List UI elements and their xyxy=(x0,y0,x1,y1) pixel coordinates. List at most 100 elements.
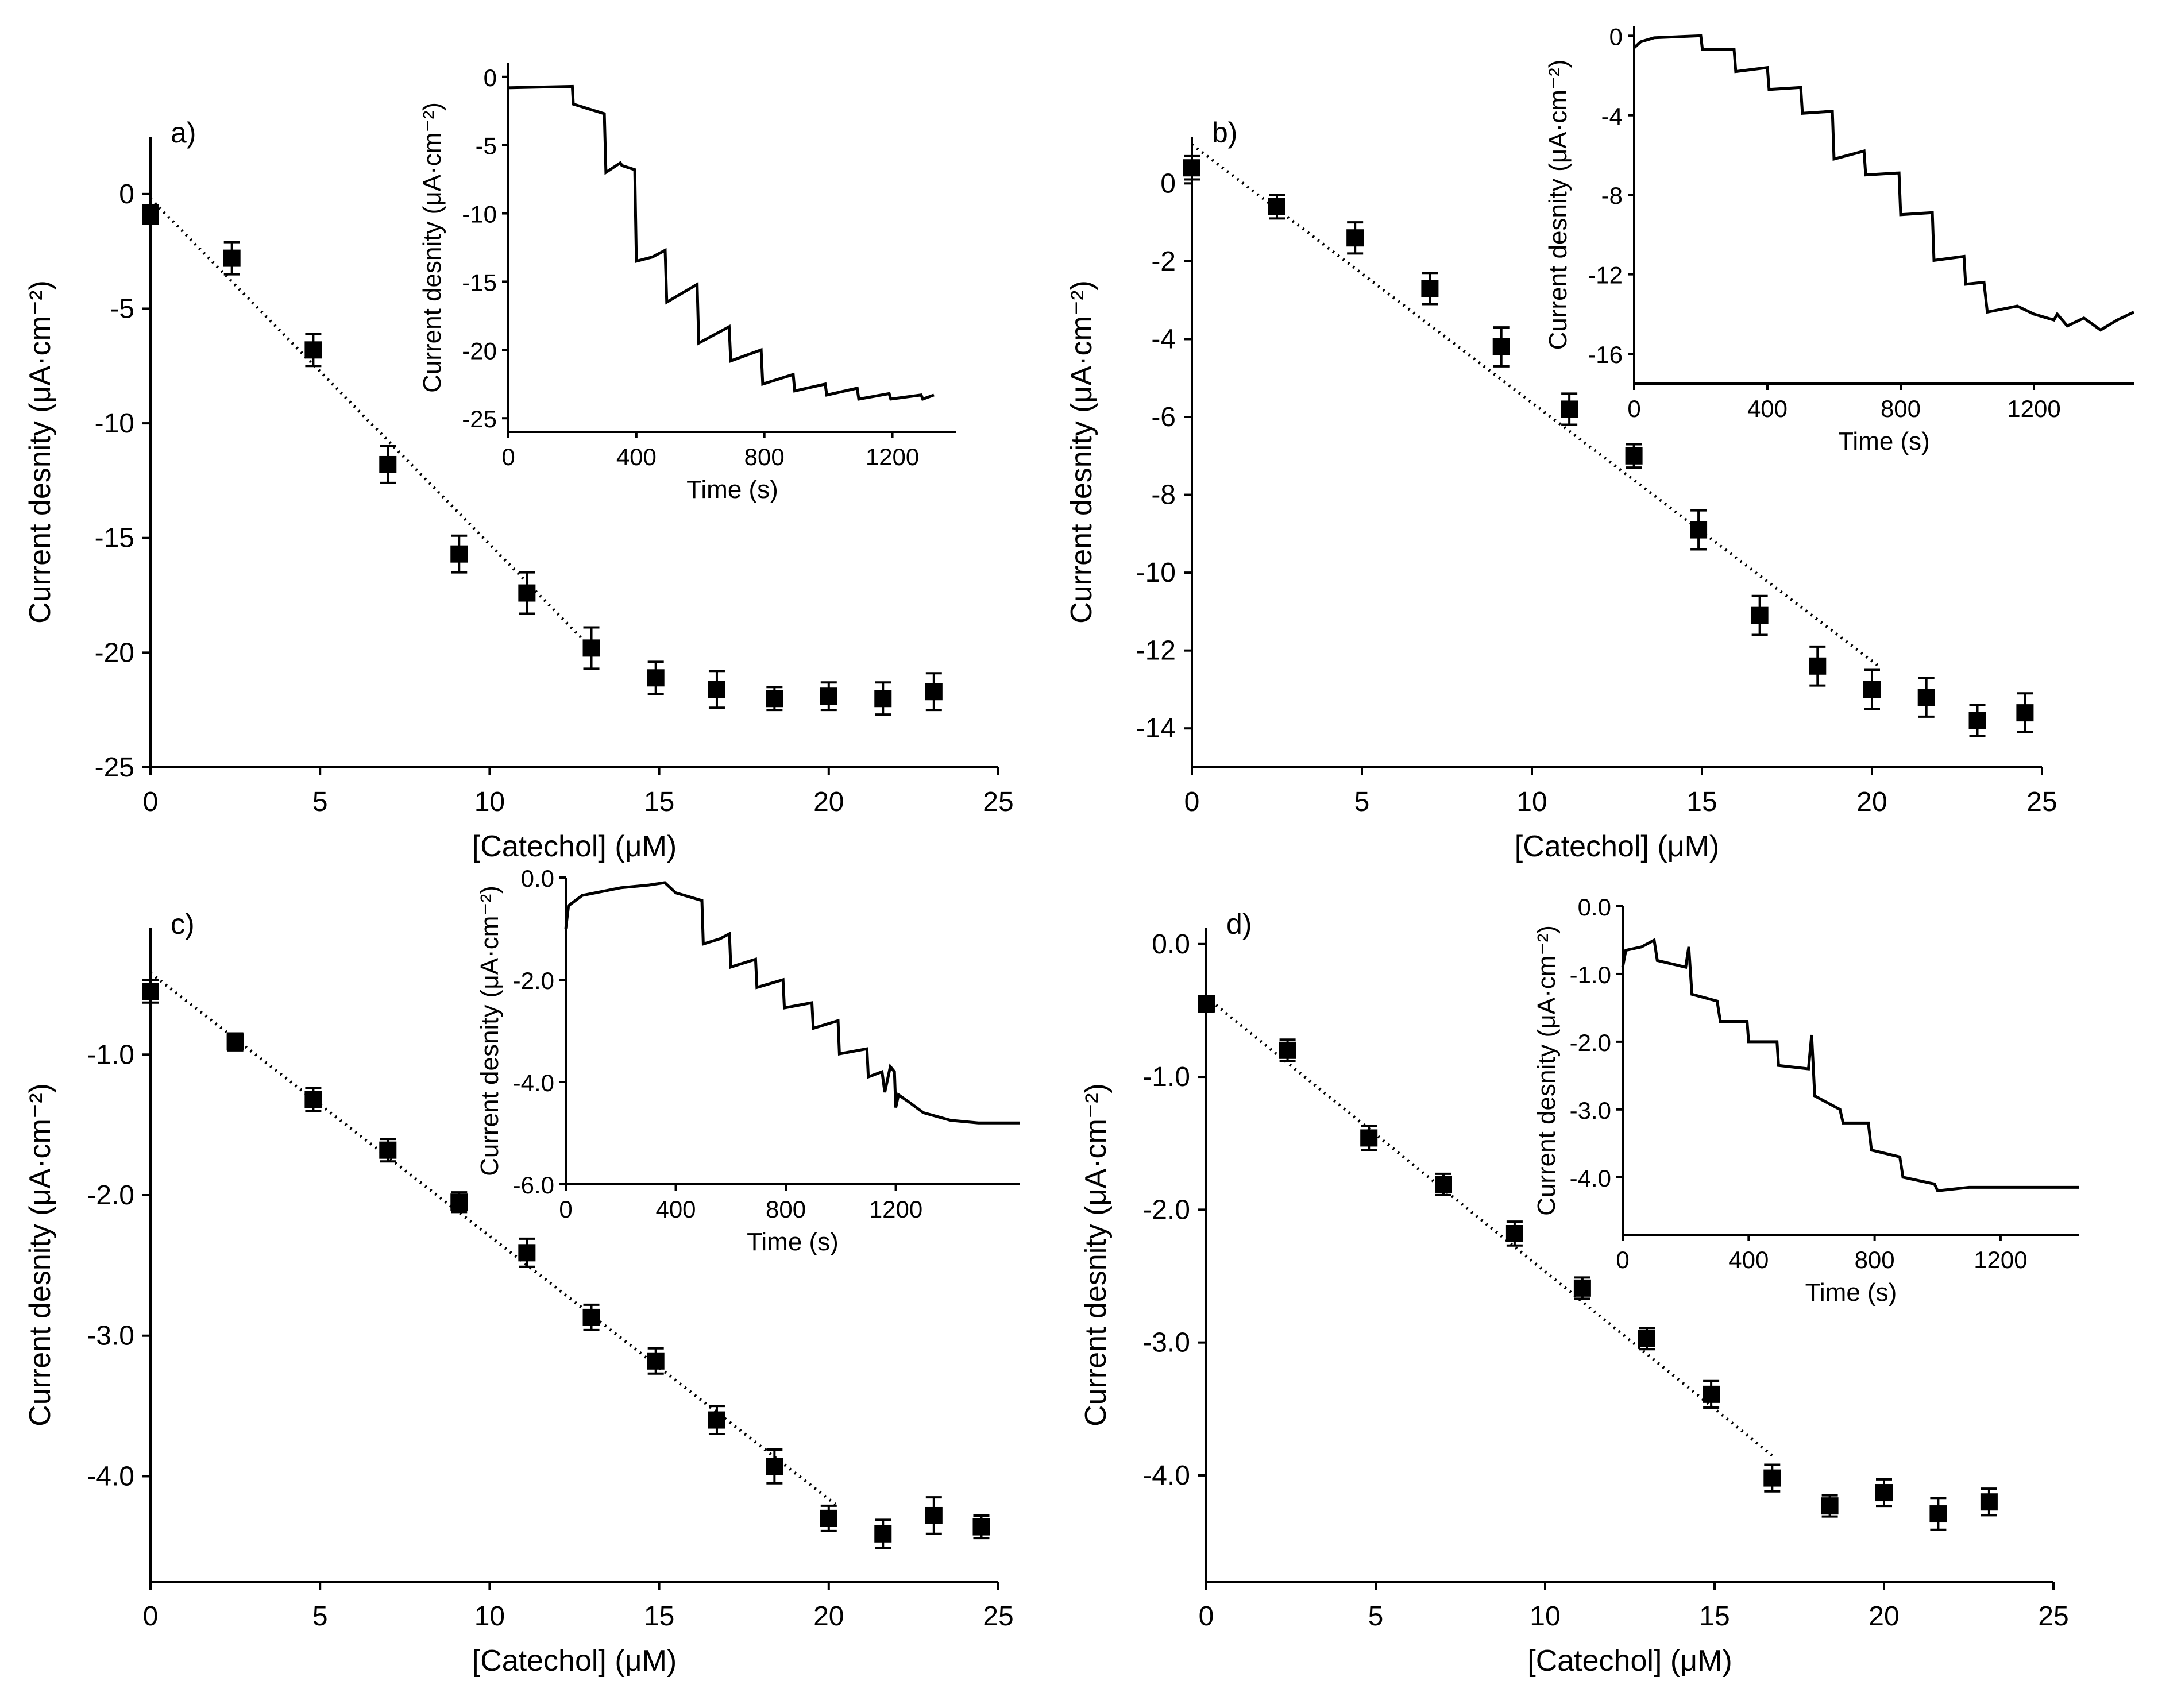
y-tick-label: -5 xyxy=(110,293,134,324)
data-point xyxy=(223,249,241,267)
x-tick-label: 20 xyxy=(1856,787,1887,817)
y-tick-label: -1.0 xyxy=(87,1040,134,1070)
data-point xyxy=(1198,995,1215,1013)
data-point xyxy=(1573,1279,1591,1297)
data-point xyxy=(226,1033,244,1051)
x-tick-label: 15 xyxy=(644,1601,674,1632)
y-tick-label: -20 xyxy=(95,637,134,668)
x-tick-label: 800 xyxy=(1881,395,1921,422)
x-tick-label: 400 xyxy=(1747,395,1788,422)
y-tick-label: 0.0 xyxy=(521,865,554,892)
data-point xyxy=(1763,1469,1781,1487)
inset-chart: 0 400 800 1200 0.0 -1.0 -2.0 -3.0 -4.0 Time (s) Cu… xyxy=(1532,894,2079,1307)
y-tick-label: -2.0 xyxy=(513,967,554,994)
y-tick-label: -8 xyxy=(1151,480,1176,511)
x-tick-label: 0 xyxy=(1627,395,1640,422)
x-tick-label: 20 xyxy=(813,787,844,817)
data-point xyxy=(379,1141,397,1159)
inset-y-axis-label: Current desnity (μA·cm⁻²) xyxy=(1544,60,1572,350)
y-axis-label: Current desnity (μA·cm⁻²) xyxy=(1079,1083,1113,1427)
x-axis-label: [Catechol] (μM) xyxy=(1515,830,1719,863)
data-point xyxy=(1505,1224,1523,1242)
data-point xyxy=(1863,681,1881,698)
y-tick-label: -4.0 xyxy=(87,1461,134,1491)
data-point xyxy=(1492,338,1510,355)
x-tick-label: 800 xyxy=(766,1196,806,1223)
y-tick-label: -2.0 xyxy=(1570,1029,1611,1056)
y-tick-label: 0 xyxy=(1160,168,1176,199)
x-tick-label: 1200 xyxy=(1974,1246,2027,1273)
data-point xyxy=(582,639,600,657)
x-tick-label: 0 xyxy=(1616,1246,1629,1273)
panel-label: d) xyxy=(1226,908,1252,940)
x-tick-label: 1200 xyxy=(866,443,919,470)
data-point xyxy=(1917,689,1935,706)
data-point xyxy=(874,690,892,708)
y-tick-label: -4.0 xyxy=(1570,1165,1611,1192)
x-tick-label: 5 xyxy=(1368,1601,1384,1632)
x-tick-label: 10 xyxy=(474,1601,505,1632)
x-tick-label: 15 xyxy=(644,787,674,817)
panel-label: a) xyxy=(171,117,196,149)
inset-trace-line xyxy=(1621,938,2079,1192)
y-tick-label: 0 xyxy=(119,179,134,210)
data-point xyxy=(708,681,725,698)
y-tick-label: -25 xyxy=(95,752,134,783)
inset-chart: 0 400 800 1200 0 -4 -8 -12 -16 Time (s) Current de… xyxy=(1544,23,2135,455)
data-point xyxy=(1751,606,1769,624)
data-point xyxy=(1929,1505,1947,1523)
y-tick-label: -12 xyxy=(1136,636,1176,666)
x-tick-label: 1200 xyxy=(869,1196,922,1223)
inset-y-axis-label: Current desnity (μA·cm⁻²) xyxy=(476,886,504,1176)
y-tick-label: -10 xyxy=(462,201,497,228)
chart-panel-d: 0 5 10 15 20 25 0.0 -1.0 -2.0 -3.0 -4.0 d) [Catechol… xyxy=(1079,894,2079,1678)
inset-trace-line xyxy=(564,881,1020,1125)
data-point xyxy=(1268,198,1285,215)
y-tick-label: -3.0 xyxy=(87,1321,134,1351)
y-tick-label: -1.0 xyxy=(1142,1062,1190,1092)
x-axis-label: [Catechol] (μM) xyxy=(472,830,677,863)
data-point xyxy=(1625,447,1643,465)
y-tick-label: -12 xyxy=(1588,262,1623,289)
y-axis-label: Current desnity (μA·cm⁻²) xyxy=(1065,280,1098,624)
data-point xyxy=(379,455,397,473)
x-tick-label: 15 xyxy=(1686,787,1717,817)
data-point xyxy=(766,690,783,708)
y-tick-label: -2.0 xyxy=(87,1180,134,1211)
inset-x-axis-label: Time (s) xyxy=(1838,427,1930,455)
y-tick-label: -15 xyxy=(462,269,497,296)
y-tick-label: -6 xyxy=(1151,402,1176,432)
x-tick-label: 20 xyxy=(813,1601,844,1632)
data-point xyxy=(1980,1493,1998,1511)
x-tick-label: 25 xyxy=(2038,1601,2068,1632)
data-point xyxy=(1968,712,1986,729)
x-tick-label: 800 xyxy=(744,443,785,470)
y-axis-label: Current desnity (μA·cm⁻²) xyxy=(24,280,57,624)
y-tick-label: 0.0 xyxy=(1152,929,1190,960)
y-tick-label: -25 xyxy=(462,405,497,432)
data-point xyxy=(647,1352,665,1370)
y-tick-label: -6.0 xyxy=(513,1172,554,1199)
data-point xyxy=(1690,521,1708,539)
y-tick-label: -16 xyxy=(1588,341,1623,368)
data-point xyxy=(304,341,322,359)
x-tick-label: 0 xyxy=(1199,1601,1214,1632)
x-tick-label: 0 xyxy=(501,443,515,470)
fit-line xyxy=(149,198,593,650)
fit-line xyxy=(1205,996,1773,1457)
data-point xyxy=(2016,704,2034,722)
data-point xyxy=(1279,1041,1296,1059)
data-point xyxy=(518,1244,536,1262)
data-point xyxy=(304,1091,322,1108)
inset-chart: 0 400 800 1200 0 -5 -10 -15 -20 -25 Time (s) Curren… xyxy=(418,63,956,504)
data-point xyxy=(450,1193,468,1211)
y-tick-label: -8 xyxy=(1601,182,1623,209)
data-point xyxy=(1421,280,1439,297)
x-axis-label: [Catechol] (μM) xyxy=(472,1644,677,1678)
y-axis-label: Current desnity (μA·cm⁻²) xyxy=(24,1083,57,1427)
data-point xyxy=(518,584,536,602)
panel-label: c) xyxy=(171,908,195,940)
x-tick-label: 10 xyxy=(1516,787,1547,817)
y-tick-label: -3.0 xyxy=(1570,1097,1611,1124)
data-point xyxy=(925,683,943,701)
